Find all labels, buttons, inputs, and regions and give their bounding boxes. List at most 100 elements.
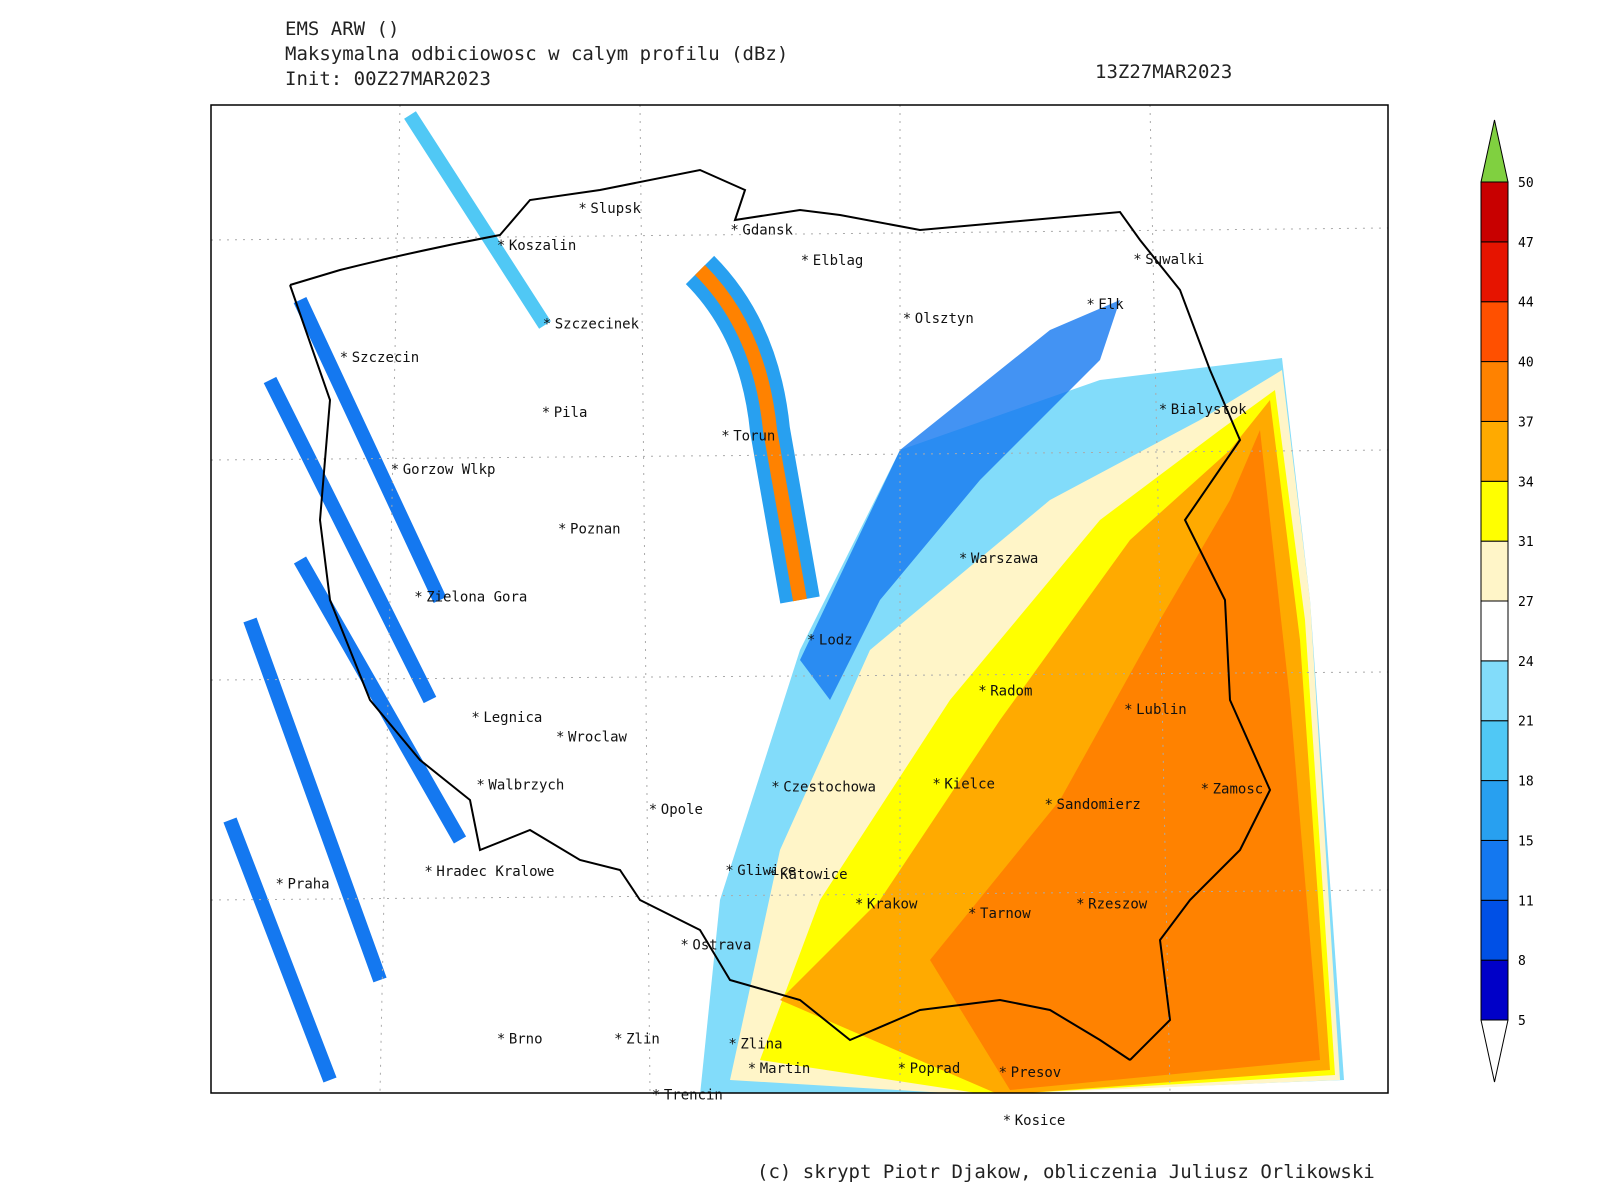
city-label: Zielona Gora	[426, 590, 527, 606]
city-marker: *	[424, 864, 432, 880]
city-marker: *	[771, 779, 779, 795]
city-label: Zamosc	[1213, 781, 1264, 797]
city-marker: *	[730, 223, 738, 239]
city-marker: *	[801, 253, 809, 269]
city-marker: *	[275, 876, 283, 892]
colorbar-over	[1480, 119, 1509, 183]
city-label: Gliwice	[737, 863, 796, 879]
colorbar-box	[1480, 301, 1509, 363]
city-label: Brno	[509, 1031, 543, 1047]
city-marker: *	[391, 462, 399, 478]
map-frame	[210, 104, 1389, 1094]
cities: * Slupsk* Koszalin* Gdansk* Elblag * Suwalki* E…	[275, 201, 1263, 1129]
city-marker: *	[1003, 1113, 1011, 1129]
city-label: Opole	[661, 802, 703, 818]
city-marker: *	[932, 776, 940, 792]
city-marker: *	[542, 405, 550, 421]
echo-band	[223, 297, 467, 1083]
city-label: Slupsk	[590, 201, 641, 217]
city-label: Ostrava	[692, 938, 751, 954]
init-time: Init: 00Z27MAR2023	[285, 68, 491, 90]
city-marker: *	[1124, 702, 1132, 718]
colorbar-box	[1480, 839, 1509, 901]
colorbar-box	[1480, 420, 1509, 482]
city-marker: *	[680, 938, 688, 954]
city-marker: *	[497, 1031, 505, 1047]
reflectivity-field	[223, 111, 1344, 1093]
city-marker: *	[999, 1065, 1007, 1081]
city-marker: *	[721, 429, 729, 445]
city-marker: *	[898, 1061, 906, 1077]
colorbar-box	[1480, 600, 1509, 662]
city-label: Poprad	[910, 1061, 961, 1077]
city-label: Katowice	[780, 867, 847, 883]
colorbar-box	[1480, 660, 1509, 722]
city-label: Olsztyn	[915, 311, 974, 327]
city-marker: *	[558, 521, 566, 537]
colorbar-box	[1480, 361, 1509, 422]
city-label: Rzeszow	[1088, 897, 1148, 913]
city-marker: *	[728, 1036, 736, 1052]
colorbar-label: 40	[1518, 356, 1534, 371]
city-label: Kielce	[944, 776, 995, 792]
city-label: Lublin	[1136, 702, 1187, 718]
city-marker: *	[968, 906, 976, 922]
city-marker: *	[614, 1031, 622, 1047]
colorbar-label: 11	[1518, 894, 1534, 909]
city-label: Szczecinek	[555, 316, 640, 332]
colorbar-label: 21	[1518, 715, 1534, 730]
city-label: Zlina	[740, 1036, 782, 1052]
city-marker: *	[807, 633, 815, 649]
echo-core	[695, 265, 807, 602]
colorbar-label: 31	[1518, 535, 1534, 550]
city-marker: *	[959, 551, 967, 567]
subtitle: Maksymalna odbiciowosc w calym profilu (…	[285, 43, 788, 65]
city-label: Koszalin	[509, 238, 576, 254]
city-marker: *	[978, 684, 986, 700]
city-label: Legnica	[483, 710, 542, 726]
city-label: Wroclaw	[568, 729, 628, 745]
colorbar-label: 8	[1518, 954, 1526, 969]
city-label: Hradec Kralowe	[436, 864, 554, 880]
footer: (c) skrypt Piotr Djakow, obliczenia Juli…	[757, 1161, 1375, 1183]
colorbar: 5 8 11 15 18 21 24 27 31 34 37 40 44 47 50	[1480, 119, 1534, 1083]
city-marker: *	[903, 311, 911, 327]
city-label: Szczecin	[352, 350, 419, 366]
colorbar-label: 34	[1518, 475, 1534, 490]
city-label: Zlin	[626, 1031, 660, 1047]
city-label: Kosice	[1015, 1113, 1066, 1129]
city-marker: *	[1159, 402, 1167, 418]
colorbar-box	[1480, 899, 1509, 961]
colorbar-label: 18	[1518, 775, 1534, 790]
city-label: Torun	[733, 429, 775, 445]
city-label: Gorzow Wlkp	[403, 462, 496, 478]
city-label: Elk	[1098, 297, 1124, 313]
colorbar-box	[1480, 480, 1509, 542]
city-marker: *	[748, 1061, 756, 1077]
city-label: Suwalki	[1145, 252, 1204, 268]
colorbar-label: 27	[1518, 595, 1534, 610]
city-marker: *	[578, 201, 586, 217]
city-label: Krakow	[867, 897, 918, 913]
city-label: Czestochowa	[783, 779, 876, 795]
colorbar-box	[1480, 959, 1509, 1021]
city-marker: *	[1133, 252, 1141, 268]
echo-blue	[800, 300, 1120, 700]
colorbar-box	[1480, 540, 1509, 602]
city-label: Poznan	[570, 521, 621, 537]
colorbar-label: 24	[1518, 655, 1534, 670]
city-label: Presov	[1011, 1065, 1062, 1081]
city-marker: *	[649, 802, 657, 818]
city-marker: *	[1076, 897, 1084, 913]
city-marker: *	[543, 316, 551, 332]
colorbar-box	[1480, 181, 1509, 243]
city-label: Sandomierz	[1057, 797, 1141, 813]
city-label: Martin	[760, 1061, 811, 1077]
city-marker: *	[1086, 297, 1094, 313]
city-label: Radom	[990, 684, 1032, 700]
colorbar-box	[1480, 720, 1509, 782]
colorbar-label: 50	[1518, 176, 1534, 191]
city-label: Walbrzych	[488, 777, 564, 793]
city-marker: *	[1045, 797, 1053, 813]
